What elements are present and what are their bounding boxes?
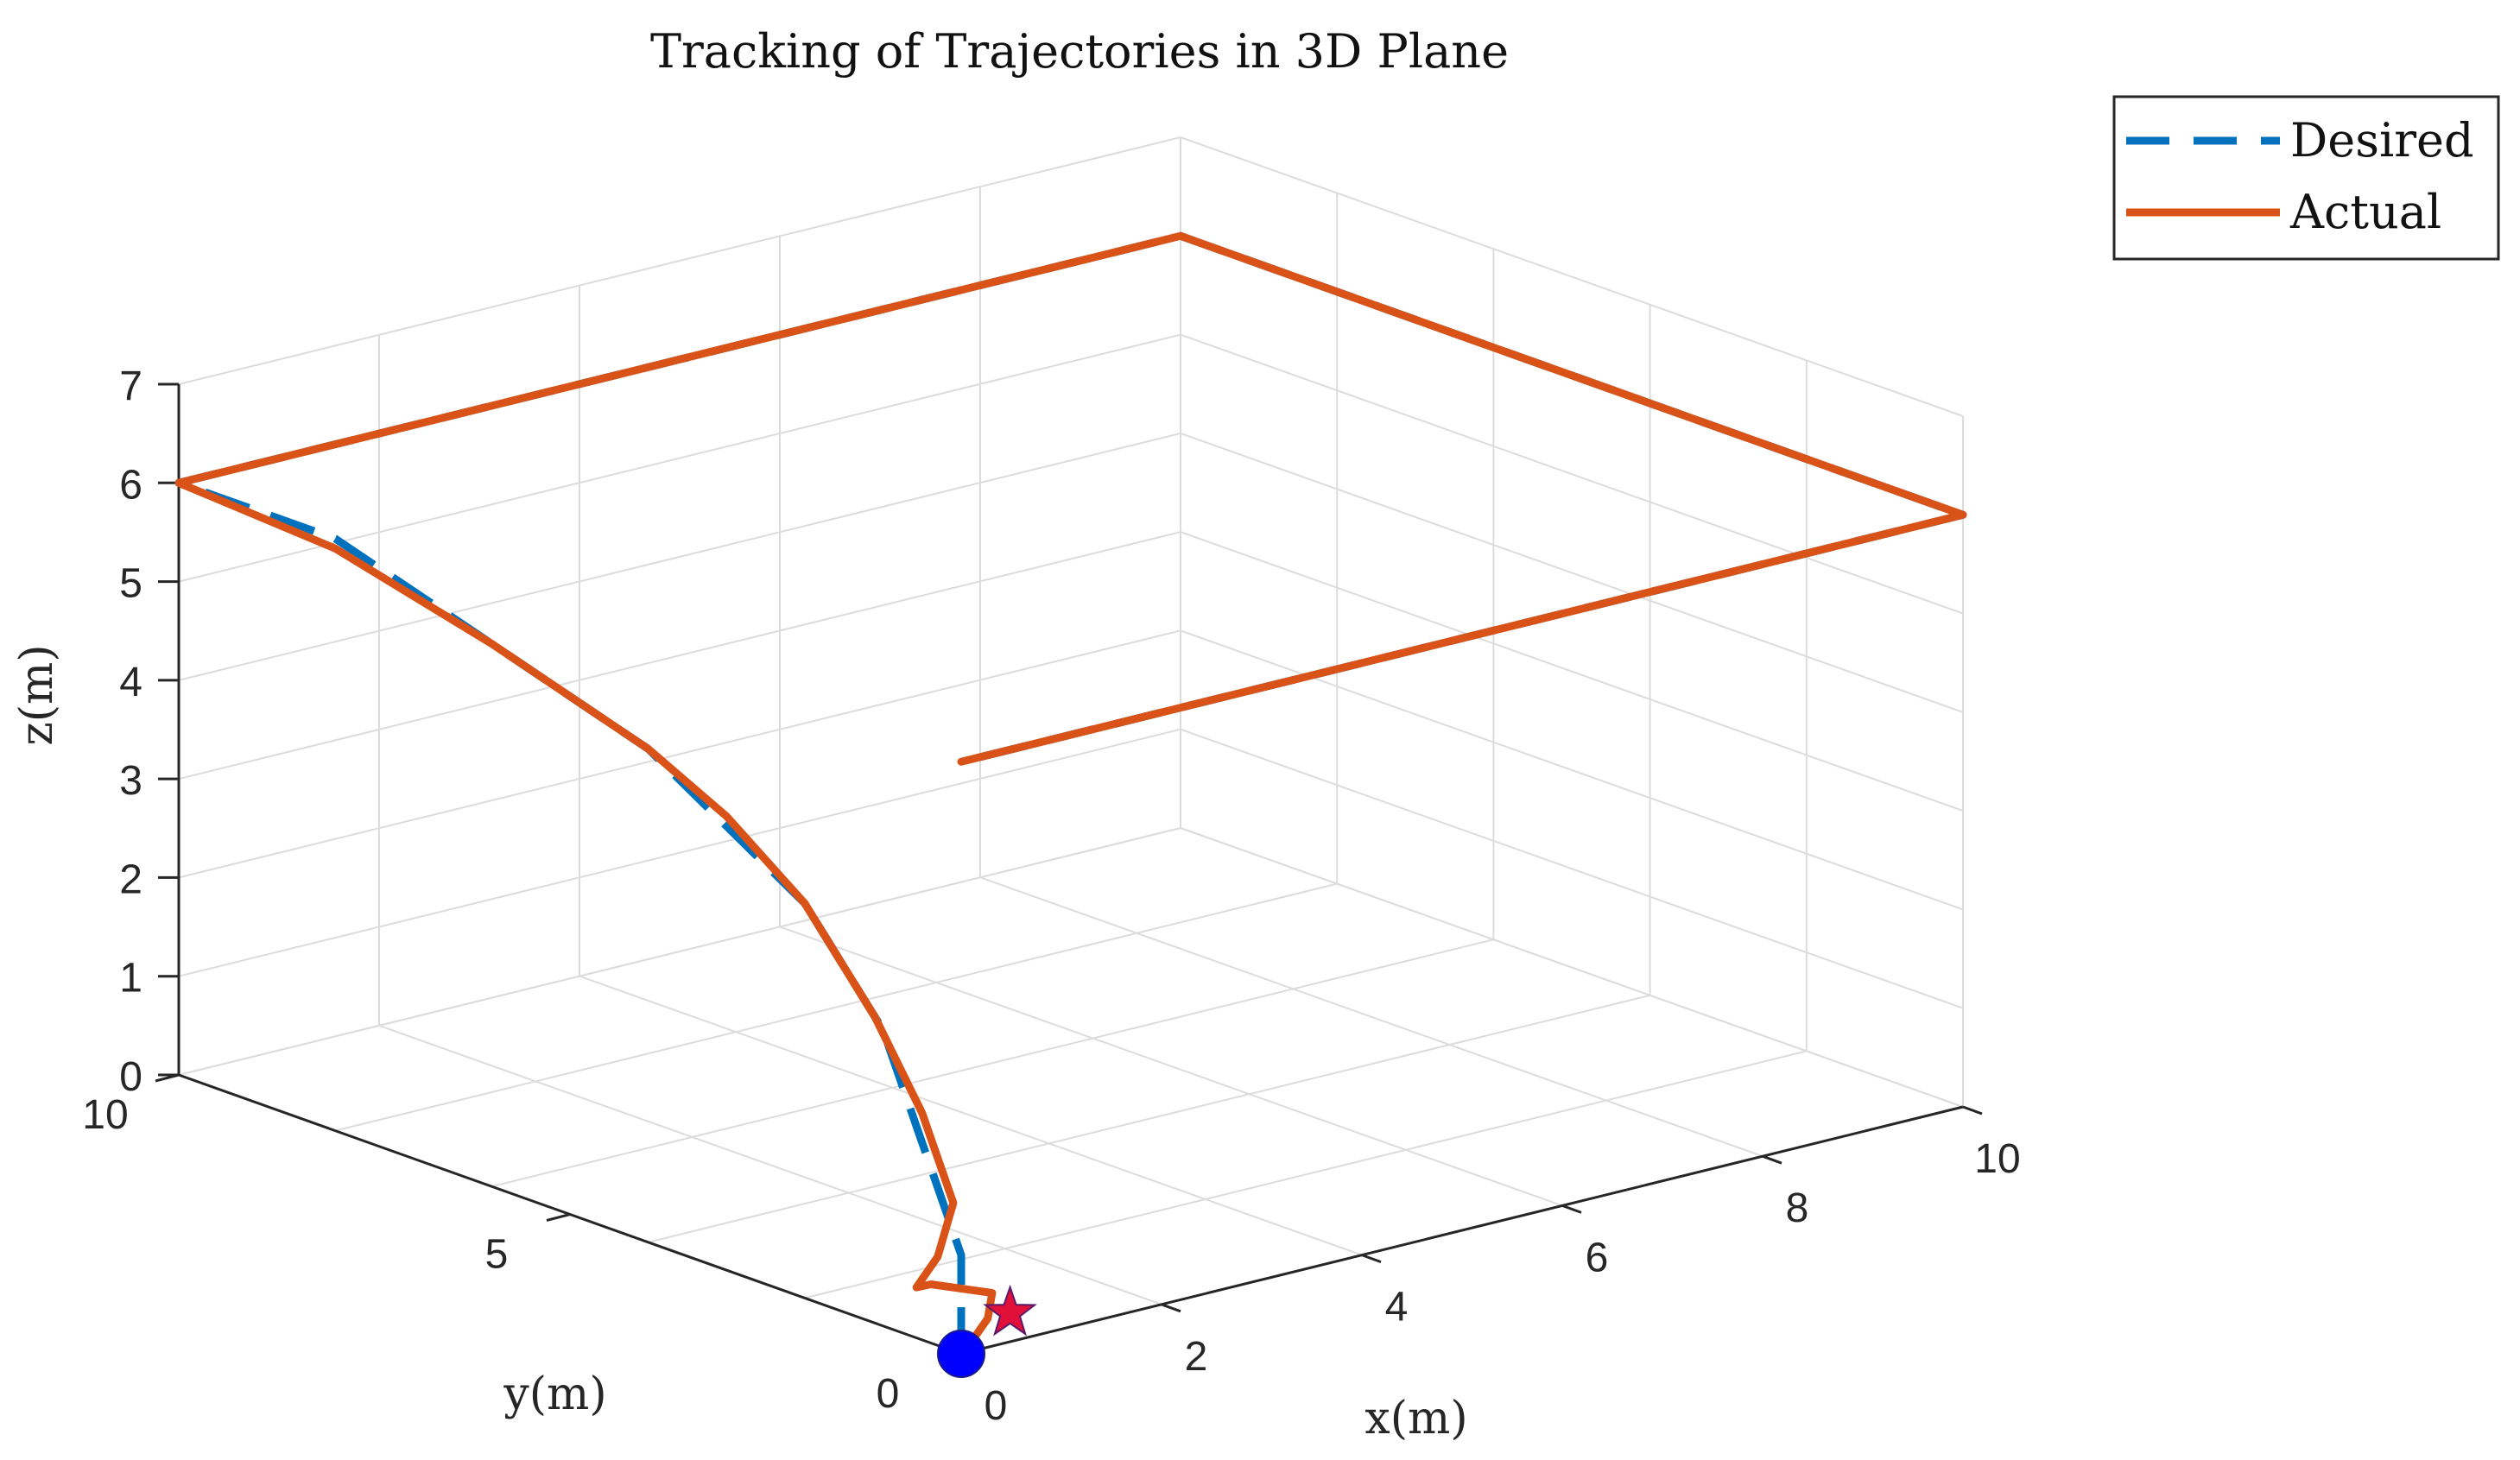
grid-line-backwall-z <box>178 827 1181 1076</box>
z-tick-label: 5 <box>119 561 142 607</box>
x-axis-label: x(m) <box>1364 1393 1467 1444</box>
grid-line-backwall-z <box>178 432 1181 681</box>
target-marker-star <box>983 1284 1037 1337</box>
grid-line-floor-y <box>334 882 1338 1132</box>
grid-line-floor-x <box>378 1024 1162 1305</box>
x-tick-label: 10 <box>1974 1136 2020 1182</box>
grid-line-floor-y <box>491 939 1494 1188</box>
x-axis-line <box>960 1105 1964 1356</box>
grid-line-backwall-z <box>178 531 1181 781</box>
grid-line-sidewall-z <box>1180 136 1964 417</box>
y-tick-label: 5 <box>485 1232 509 1278</box>
grid-line-backwall-z <box>178 333 1181 583</box>
grid-line-sidewall-z <box>1180 827 1964 1108</box>
legend: Desired Actual <box>2112 95 2500 261</box>
grid-line-floor-x <box>779 926 1563 1207</box>
z-tick-label: 6 <box>119 462 142 508</box>
chart-title: Tracking of Trajectories in 3D Plane <box>650 24 1509 79</box>
z-axis-label: z(m) <box>11 644 63 745</box>
x-tick-label: 2 <box>1185 1334 1208 1380</box>
grid-line-backwall-z <box>178 728 1181 977</box>
x-tick-mark <box>1561 1204 1582 1214</box>
grid-line-sidewall-z <box>1180 728 1964 1009</box>
grid-line-floor-y <box>648 994 1650 1243</box>
z-tick-label: 7 <box>119 363 142 409</box>
grid-line-sidewall-z <box>1180 531 1964 812</box>
x-tick-mark <box>1962 1105 1983 1116</box>
grid-line-sidewall-z <box>1180 629 1964 911</box>
grid-line-sidewall-z <box>1180 432 1964 713</box>
x-tick-label: 4 <box>1385 1285 1409 1330</box>
x-tick-mark <box>1762 1154 1782 1165</box>
y-tick-mark <box>546 1213 571 1222</box>
grid-line-floor-y <box>804 1050 1808 1299</box>
legend-box <box>2112 95 2500 261</box>
series-desired-line <box>174 231 1967 1354</box>
x-tick-label: 6 <box>1586 1235 1609 1280</box>
z-tick-label: 3 <box>119 758 142 804</box>
x-tick-label: 0 <box>985 1383 1008 1429</box>
grid-line-floor-x <box>979 876 1763 1158</box>
z-tick-label: 1 <box>119 956 142 1002</box>
z-tick-label: 4 <box>119 660 142 705</box>
series-layer <box>174 231 1967 1354</box>
series-actual-line <box>174 231 1967 1340</box>
x-tick-mark <box>1361 1254 1382 1264</box>
x-tick-label: 8 <box>1786 1185 1809 1231</box>
grid-line-sidewall-z <box>1180 333 1964 615</box>
y-axis-label: y(m) <box>503 1368 606 1420</box>
z-tick-label: 0 <box>119 1054 142 1100</box>
z-tick-label: 2 <box>119 856 142 902</box>
y-tick-label: 10 <box>82 1092 128 1138</box>
start-marker-circle <box>937 1330 985 1378</box>
markers-layer <box>937 1284 1037 1378</box>
legend-label-desired: Desired <box>2290 113 2474 167</box>
grid-line-backwall-z <box>178 136 1181 385</box>
grid-line-floor-x <box>579 975 1363 1256</box>
y-tick-label: 0 <box>877 1371 900 1417</box>
grid-line-backwall-z <box>178 629 1181 879</box>
x-tick-mark <box>1161 1303 1181 1313</box>
legend-label-actual: Actual <box>2289 185 2441 239</box>
